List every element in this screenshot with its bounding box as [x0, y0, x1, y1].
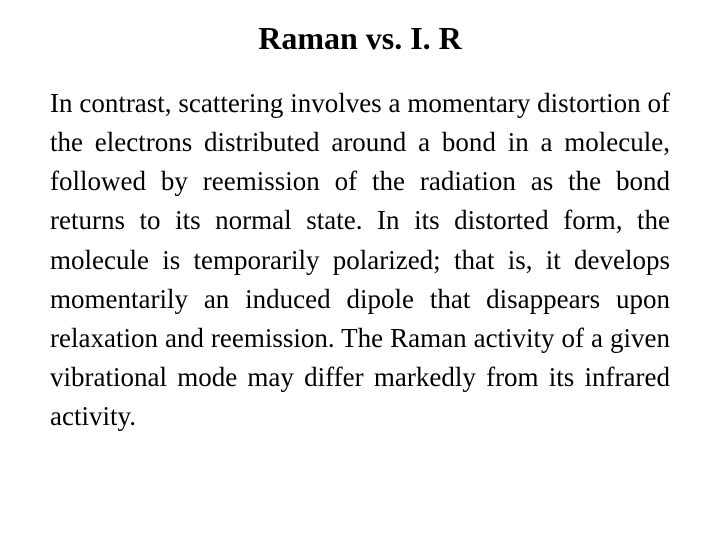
slide-container: Raman vs. I. R In contrast, scattering i… — [0, 0, 720, 540]
slide-title: Raman vs. I. R — [50, 20, 670, 57]
slide-body-text: In contrast, scattering involves a momen… — [50, 84, 670, 436]
